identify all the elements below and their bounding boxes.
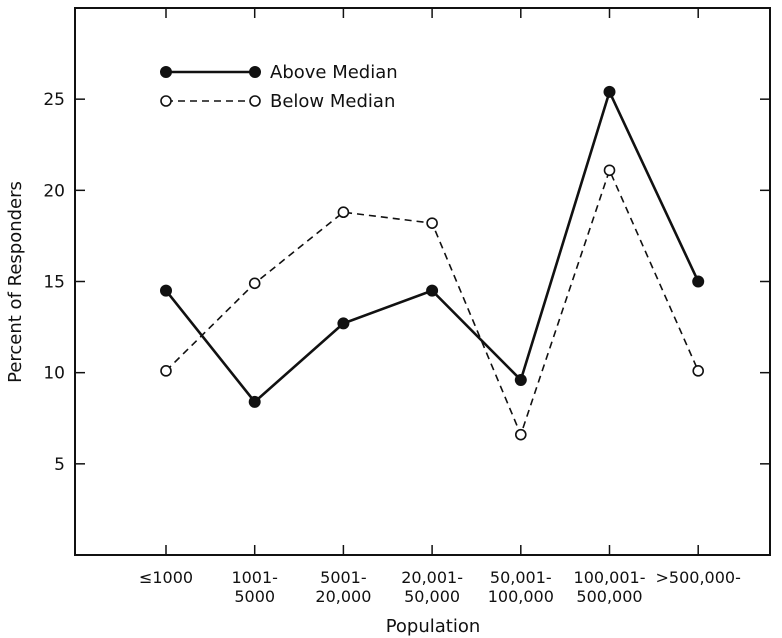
below-median-point [248,277,261,290]
x-tick-label: 20,001-50,000 [401,568,463,606]
above-median-point [426,284,439,297]
x-tick-label: 5001-20,000 [315,568,371,606]
legend-marker [160,95,172,107]
above-median-point [692,275,705,288]
below-median-point [160,365,172,377]
below-median-point [426,217,438,229]
below-median-point [692,365,705,377]
series-group [160,85,705,441]
below-median-point [337,206,350,219]
tick-marks-group [75,8,770,555]
above-median-point [248,395,261,408]
y-tick-label: 10 [43,364,65,384]
y-tick-labels-group: 5 10 15 20 25 [43,90,65,475]
legend-marker [249,66,261,78]
plot-frame [74,7,771,556]
y-tick-label: 15 [43,273,65,293]
above-median-point [514,373,527,386]
legend-label: Below Median [270,91,395,112]
plot-frame-group [74,7,771,556]
below-median-point [603,164,616,177]
y-tick-label: 20 [43,181,65,201]
x-tick-label: >500,000- [656,568,741,587]
x-axis-title: Population [386,616,481,637]
above-median-point [603,85,616,98]
above-median-series-line [164,88,700,404]
x-tick-label: ≤1000 [139,568,193,587]
x-tick-labels-group: ≤1000 1001-5000 5001-20,000 20,001-50,000 50… [139,568,741,606]
legend: Above Median Below Median [160,62,398,112]
legend-marker [249,95,261,107]
below-median-series-line [165,168,699,437]
x-tick-label: 100,001-500,000 [574,568,646,606]
x-tick-label: 1001-5000 [231,568,278,606]
above-median-point [160,284,172,297]
y-tick-label: 25 [43,90,65,110]
y-tick-label: 5 [54,455,65,475]
legend-label: Above Median [270,62,398,83]
above-median-point [337,317,350,330]
x-tick-label: 50,001-100,000 [488,568,554,606]
y-axis-title: Percent of Responders [5,181,26,383]
legend-marker [160,66,172,78]
below-median-point [514,428,527,441]
